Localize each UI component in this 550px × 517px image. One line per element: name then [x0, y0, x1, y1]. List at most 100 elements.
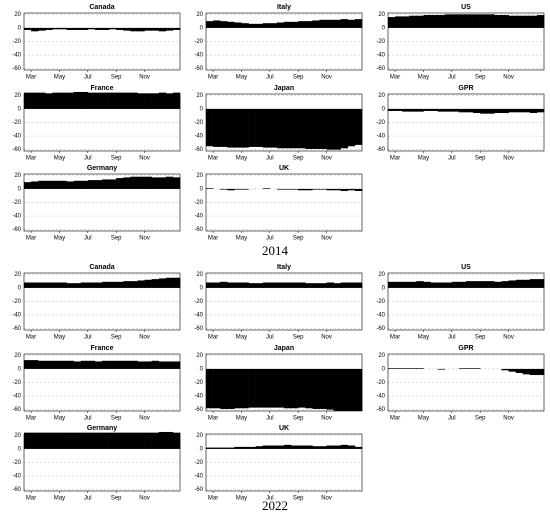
bar	[234, 446, 242, 449]
x-tick-label: Jul	[266, 416, 274, 422]
bar	[144, 361, 152, 369]
bar	[94, 92, 103, 109]
plot-frame	[205, 12, 363, 71]
bar	[529, 368, 538, 376]
bar	[227, 21, 235, 28]
x-tick-label: May	[54, 416, 65, 422]
bar	[31, 92, 39, 109]
bar	[80, 360, 89, 369]
bar	[416, 15, 424, 28]
y-tick-label: -60	[194, 66, 203, 72]
bar	[151, 177, 160, 189]
bar	[144, 432, 152, 449]
y-tick-label: -40	[12, 134, 21, 140]
y-tick-label: -40	[194, 53, 203, 59]
bar	[444, 282, 453, 288]
x-tick-label: Jul	[266, 496, 274, 502]
bar	[340, 188, 349, 191]
x-tick-label: Sep	[293, 156, 304, 162]
bar	[291, 282, 299, 288]
bar	[102, 92, 110, 109]
bar	[158, 177, 167, 189]
bar	[326, 282, 334, 288]
y-tick-label: 20	[378, 353, 385, 359]
bar	[458, 368, 467, 369]
y-tick-label: -60	[12, 66, 21, 72]
bar	[116, 178, 124, 189]
bar	[31, 181, 39, 189]
bar	[73, 432, 82, 449]
bar	[473, 108, 481, 113]
bar	[234, 188, 242, 190]
y-tick-label: 20	[196, 173, 203, 179]
bar	[333, 445, 342, 449]
bar	[262, 188, 271, 189]
bar	[508, 15, 516, 28]
x-tick-label: Nov	[139, 496, 150, 502]
bar	[80, 432, 89, 449]
bar	[234, 282, 242, 288]
x-tick-label: Nov	[139, 156, 150, 162]
bar	[416, 368, 424, 369]
bar	[409, 108, 417, 112]
bar	[388, 108, 396, 111]
bar	[87, 360, 96, 369]
caption: 2022	[262, 498, 288, 513]
bar	[458, 281, 467, 288]
bar	[45, 180, 53, 189]
panel-title: Canada	[89, 264, 114, 271]
bar	[241, 282, 249, 288]
bar	[123, 177, 131, 189]
bar	[66, 92, 74, 109]
bar	[123, 432, 131, 449]
x-tick-label: May	[236, 335, 247, 341]
bar	[248, 368, 256, 408]
bar	[466, 368, 474, 369]
bar	[347, 368, 356, 411]
bar	[515, 108, 524, 113]
bar	[430, 108, 438, 111]
bar	[340, 444, 349, 449]
bar	[31, 282, 39, 288]
bar	[158, 361, 167, 369]
bar	[305, 445, 313, 449]
bar	[508, 280, 516, 288]
bar	[66, 432, 74, 449]
bar	[73, 91, 82, 109]
bar	[319, 368, 327, 409]
x-tick-label: Nov	[139, 416, 150, 422]
bar	[262, 368, 271, 408]
bar	[227, 188, 235, 191]
bar	[144, 93, 152, 109]
x-tick-label: May	[54, 75, 65, 81]
bar	[487, 14, 495, 28]
x-tick-label: Sep	[111, 496, 122, 502]
bar	[227, 447, 235, 449]
y-tick-label: -60	[12, 407, 21, 413]
bar	[395, 281, 403, 288]
x-tick-label: Jul	[266, 156, 274, 162]
bar	[172, 27, 181, 30]
bar	[45, 360, 53, 369]
bar	[319, 446, 327, 449]
x-tick-label: Nov	[321, 416, 332, 422]
bar	[388, 368, 396, 369]
x-tick-label: Mar	[26, 416, 36, 422]
x-tick-label: Sep	[111, 75, 122, 81]
bar	[59, 360, 67, 369]
bar	[241, 108, 249, 148]
bar	[395, 16, 403, 28]
x-tick-label: Mar	[208, 156, 218, 162]
x-tick-label: Sep	[293, 335, 304, 341]
bar	[24, 432, 32, 449]
x-tick-label: May	[236, 496, 247, 502]
bar	[444, 14, 453, 28]
bar	[451, 281, 460, 288]
x-tick-label: Jul	[266, 236, 274, 242]
bar	[151, 27, 160, 31]
bar	[269, 108, 278, 148]
bar	[172, 92, 181, 109]
panel-title: GPR	[458, 85, 473, 92]
bar	[262, 108, 271, 148]
bar	[130, 432, 138, 449]
